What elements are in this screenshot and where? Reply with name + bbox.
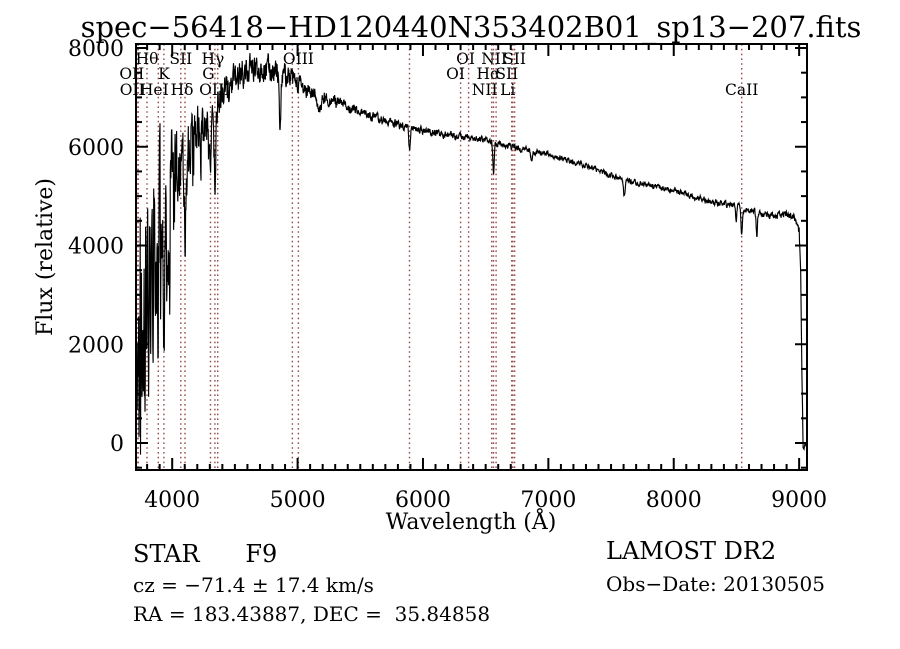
y-tick-label: 6000 bbox=[68, 136, 124, 161]
spectral-line-label: OI bbox=[456, 50, 475, 68]
y-tick-label: 0 bbox=[110, 432, 124, 457]
spectral-line-label: Hγ bbox=[202, 50, 225, 68]
x-tick-label: 9000 bbox=[771, 488, 827, 513]
spectral-line-label: K bbox=[158, 65, 170, 83]
spectral-line-label: Hθ bbox=[136, 50, 159, 68]
y-tick-label: 4000 bbox=[68, 235, 124, 260]
obs-date-text: Obs−Date: 20130505 bbox=[606, 572, 825, 596]
spectral-line-label: OII bbox=[119, 65, 144, 83]
spectral-line-label: Hα bbox=[477, 65, 502, 83]
spectral-line-label: Li bbox=[500, 81, 515, 99]
object-class-text: STAR F9 bbox=[133, 540, 278, 568]
line-labels: OIIOIIHθHeIKSIIHδGHγOIIIOIIIOIOINIIHαNII… bbox=[119, 50, 758, 99]
x-tick-label: 4000 bbox=[144, 488, 200, 513]
spectral-line-label: Hδ bbox=[171, 81, 194, 99]
spectral-line-label: CaII bbox=[725, 81, 758, 99]
x-tick-label: 6000 bbox=[395, 488, 451, 513]
line-markers bbox=[137, 44, 743, 470]
y-tick-label: 2000 bbox=[68, 333, 124, 358]
cz-velocity-text: cz = −71.4 ± 17.4 km/s bbox=[133, 573, 374, 597]
spectral-line-label: SII bbox=[495, 65, 518, 83]
radec-text: RA = 183.43887, DEC = 35.84858 bbox=[133, 602, 491, 626]
x-tick-label: 5000 bbox=[270, 488, 326, 513]
x-tick-label: 7000 bbox=[520, 488, 576, 513]
spectral-line-label: OII bbox=[120, 81, 145, 99]
tick-labels: 4000 5000 6000 7000 8000 9000 0 2000 4000 6000 800… bbox=[68, 37, 827, 513]
x-axis-label: Wavelength (Å) bbox=[386, 507, 557, 535]
spectral-line-label: G bbox=[202, 65, 214, 83]
plot-axes bbox=[135, 43, 808, 471]
plot-title: spec−56418−HD120440N353402B01_sp13−207.f… bbox=[80, 10, 862, 44]
y-axis-label: Flux (relative) bbox=[33, 178, 58, 336]
spectral-line-label: SII bbox=[169, 50, 192, 68]
plot-frame bbox=[135, 43, 808, 471]
spectral-line-label: SII bbox=[503, 50, 526, 68]
spectral-line-label: OI bbox=[446, 65, 465, 83]
spectral-line-label: NII bbox=[472, 81, 498, 99]
spectrum-trace bbox=[135, 53, 808, 455]
survey-release-text: LAMOST DR2 bbox=[606, 537, 777, 565]
spectral-line-label: OIII bbox=[283, 50, 314, 68]
x-tick-label: 8000 bbox=[646, 488, 702, 513]
y-tick-label: 8000 bbox=[68, 37, 124, 62]
spectral-line-label: HeI bbox=[140, 81, 169, 99]
spectral-line-label: NII bbox=[481, 50, 507, 68]
